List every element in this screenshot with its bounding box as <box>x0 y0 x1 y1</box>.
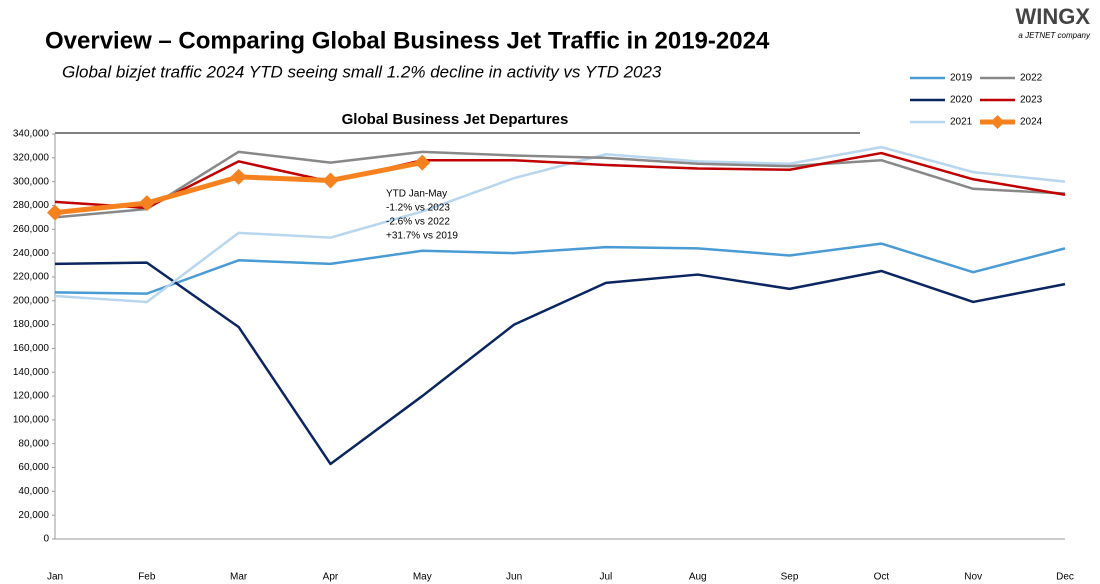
x-tick-label: Jun <box>506 572 522 583</box>
y-tick-label: 20,000 <box>18 510 49 521</box>
y-tick-label: 40,000 <box>18 486 49 497</box>
y-tick-label: 220,000 <box>13 272 50 283</box>
x-tick-label: Feb <box>138 572 156 583</box>
series-marker <box>47 204 63 221</box>
chart-subtitle: Global bizjet traffic 2024 YTD seeing sm… <box>62 62 662 81</box>
series-line <box>54 151 1066 210</box>
annotation: YTD Jan-May <box>386 189 447 200</box>
series-marker <box>322 172 339 189</box>
annotation: -2.6% vs 2022 <box>386 217 450 228</box>
legend-label: 2021 <box>950 117 973 128</box>
series-line <box>54 242 1066 295</box>
x-tick-label: Sep <box>781 572 799 583</box>
y-tick-label: 280,000 <box>13 200 50 211</box>
y-tick-label: 100,000 <box>13 415 50 426</box>
x-tick-label: Mar <box>230 572 248 583</box>
annotation: -1.2% vs 2023 <box>386 203 450 214</box>
series-line <box>54 145 1066 304</box>
x-tick-label: Nov <box>964 572 982 583</box>
logo: WINGX <box>1015 4 1090 29</box>
x-tick-label: Jul <box>600 572 613 583</box>
logo-tagline: a JETNET company <box>1018 31 1091 40</box>
chart-title: Overview – Comparing Global Business Jet… <box>45 27 770 54</box>
y-tick-label: 300,000 <box>13 176 50 187</box>
x-tick-label: Jan <box>47 572 63 583</box>
y-tick-label: 260,000 <box>13 224 50 235</box>
y-tick-label: 200,000 <box>13 295 50 306</box>
series-marker <box>414 154 431 171</box>
x-tick-label: May <box>413 572 432 583</box>
y-tick-label: 140,000 <box>13 367 50 378</box>
y-tick-label: 160,000 <box>13 343 50 354</box>
y-tick-label: 320,000 <box>13 152 50 163</box>
y-tick-label: 180,000 <box>13 319 50 330</box>
x-tick-label: Aug <box>689 572 707 583</box>
legend-label: 2024 <box>1020 117 1043 128</box>
y-tick-label: 240,000 <box>13 248 50 259</box>
y-tick-label: 60,000 <box>18 462 49 473</box>
legend-marker <box>990 115 1005 129</box>
annotation: +31.7% vs 2019 <box>386 231 458 242</box>
x-tick-label: Dec <box>1056 572 1074 583</box>
y-tick-label: 120,000 <box>13 391 50 402</box>
y-tick-label: 0 <box>43 534 49 545</box>
legend-label: 2020 <box>950 95 973 106</box>
series-line <box>54 150 1066 219</box>
legend-label: 2022 <box>1020 73 1043 84</box>
plot-title: Global Business Jet Departures <box>342 111 569 128</box>
legend-label: 2019 <box>950 73 973 84</box>
series-line <box>54 261 1066 466</box>
series-marker <box>138 195 155 212</box>
x-tick-label: Oct <box>874 572 890 583</box>
y-tick-label: 80,000 <box>18 438 49 449</box>
y-tick-label: 340,000 <box>13 129 50 140</box>
x-tick-label: Apr <box>323 572 339 583</box>
series-marker <box>230 168 247 185</box>
legend-label: 2023 <box>1020 95 1043 106</box>
